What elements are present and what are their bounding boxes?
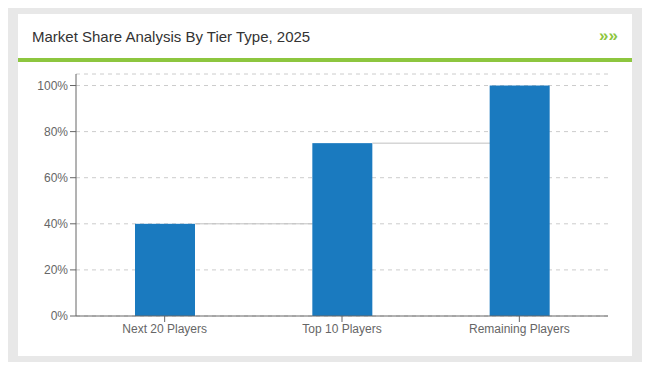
svg-text:100%: 100% [37, 79, 68, 93]
svg-text:20%: 20% [44, 263, 68, 277]
svg-text:Top 10 Players: Top 10 Players [302, 322, 381, 336]
svg-text:Next 20 Players: Next 20 Players [122, 322, 207, 336]
svg-text:60%: 60% [44, 171, 68, 185]
svg-text:Remaining Players: Remaining Players [469, 322, 570, 336]
svg-text:40%: 40% [44, 217, 68, 231]
svg-text:0%: 0% [51, 309, 69, 323]
html-text:Market Share Analysis By Tier: Market Share Analysis By Tier Type, 2025 [32, 27, 311, 45]
svg-text:80%: 80% [44, 125, 68, 139]
